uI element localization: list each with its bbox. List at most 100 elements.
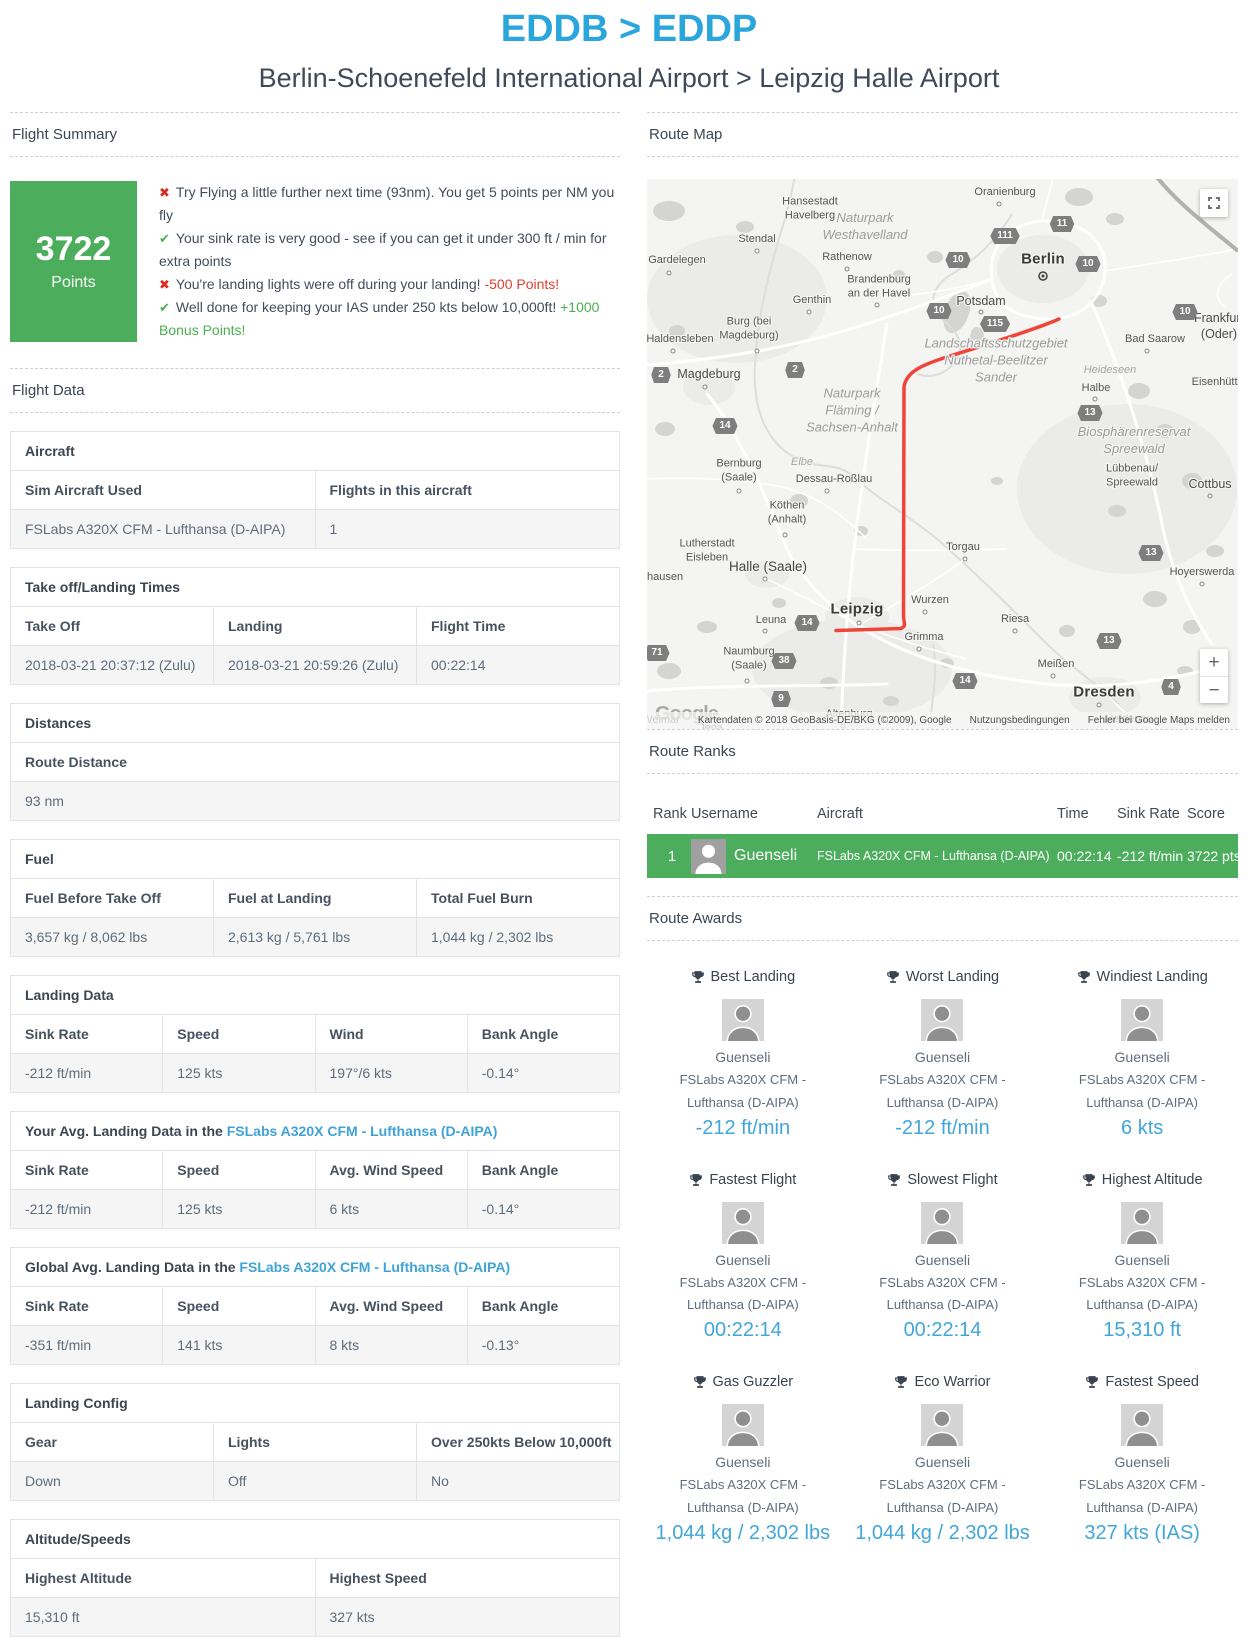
points-label: Points (51, 273, 96, 291)
map-label: Dresden (1073, 683, 1135, 701)
column-header: Landing (213, 606, 417, 646)
map-label: Burg (bei Magdeburg) (719, 315, 779, 342)
cell-value: 6 kts (314, 1189, 468, 1229)
map-city-dot (666, 270, 672, 276)
column-header: Bank Angle (466, 1150, 621, 1190)
trophy-icon (691, 970, 705, 984)
award-slowest-flight: Slowest Flight Guenseli FSLabs A320X CFM -… (847, 1172, 1039, 1343)
map-label: Meißen (1037, 657, 1075, 670)
points-value: 3722 (35, 229, 112, 268)
flight-summary-body: 3722 Points ✖ Try Flying a little further… (10, 181, 620, 342)
flight-summary-section: Flight Summary 3722 Points ✖ Try Flying a… (10, 112, 620, 342)
table-header-row: Gear Lights Over 250kts Below 10,000ft (10, 1422, 620, 1462)
map-city-dot (754, 248, 760, 254)
rank-aircraft: FSLabs A320X CFM - Lufthansa (D-AIPA) (817, 849, 1050, 863)
map-city-dot (1199, 581, 1205, 587)
award-aircraft: FSLabs A320X CFM - Lufthansa (D-AIPA) (679, 1477, 807, 1515)
cell-value: -0.14° (466, 1189, 621, 1229)
map-label: Eisenhüttenst (1191, 375, 1238, 388)
award-title: Gas Guzzler (647, 1374, 839, 1390)
table-caption-cell: Distances (10, 703, 620, 743)
summary-item: ✔ Your sink rate is very good - see if yo… (159, 227, 620, 273)
map-label: Lübbenau/ Spreewald (1106, 462, 1158, 489)
map-city-dot (762, 576, 768, 582)
map-canvas (647, 179, 1238, 729)
left-column: Flight Summary 3722 Points ✖ Try Flying a… (9, 112, 621, 1637)
map-label: Landschaftsschutzgebiet Nuthetal-Beelitz… (924, 335, 1068, 385)
route-awards-grid: Best Landing Guenseli FSLabs A320X CFM - L… (647, 969, 1238, 1545)
trophy-icon (886, 970, 900, 984)
rank-row[interactable]: 1 Guenseli FSLabs A320X CFM - Lufthansa … (647, 834, 1241, 878)
award-aircraft: FSLabs A320X CFM - Lufthansa (D-AIPA) (879, 1477, 1006, 1515)
map-label: Rathenow (822, 250, 872, 263)
cell-value: 197°/6 kts (314, 1053, 468, 1093)
avatar (721, 999, 764, 1043)
cell-value: Down (10, 1461, 214, 1501)
zoom-in-button[interactable]: + (1200, 649, 1228, 676)
aircraft-link[interactable]: FSLabs A320X CFM - Lufthansa (D-AIPA) (239, 1259, 511, 1275)
route-ranks-table: Rank Username Aircraft Time Sink Rate Sc… (647, 794, 1241, 878)
zoom-out-button[interactable]: − (1200, 676, 1228, 703)
aircraft-link[interactable]: FSLabs A320X CFM - Lufthansa (D-AIPA) (226, 1123, 498, 1139)
award-username: Guenseli (914, 1454, 971, 1470)
table-caption-row: Global Avg. Landing Data in the FSLabs A… (10, 1247, 620, 1287)
table-caption-cell: Altitude/Speeds (10, 1519, 620, 1559)
flight-summary-heading: Flight Summary (10, 112, 620, 157)
cell-value: FSLabs A320X CFM - Lufthansa (D-AIPA) (10, 509, 316, 549)
map-city-dot (670, 348, 676, 354)
table-caption-text: Altitude/Speeds (25, 1531, 131, 1547)
map-city-dot (782, 532, 788, 538)
map-label: Genthin (792, 293, 832, 306)
map-label: Heideseen (1083, 363, 1137, 376)
map-label: Haldensleben (647, 332, 714, 345)
award-best-landing: Best Landing Guenseli FSLabs A320X CFM - L… (647, 969, 839, 1140)
column-header: Flight Time (416, 606, 620, 646)
map-label: Oranienburg (974, 185, 1036, 198)
map-label: Elbe (790, 455, 814, 468)
flight-summary-list: ✖ Try Flying a little further next time (… (159, 181, 620, 342)
map-label: Halbe (1081, 381, 1111, 394)
table-fuel: Fuel Fuel Before Take Off Fuel at Landing T… (10, 839, 620, 957)
map-label: Berlin (1021, 250, 1065, 268)
column-header: Wind (314, 1014, 468, 1054)
column-header: Speed (162, 1150, 316, 1190)
award-title: Fastest Speed (1046, 1374, 1238, 1390)
road-shield: 10 (945, 252, 971, 268)
cell-value: 1,044 kg / 2,302 lbs (416, 917, 620, 957)
table-caption-text: Your Avg. Landing Data in the (25, 1123, 227, 1139)
road-shield: 111 (990, 228, 1020, 244)
award-title-text: Worst Landing (905, 969, 1000, 985)
road-shield: 2 (651, 367, 671, 383)
flight-data-heading: Flight Data (10, 368, 620, 413)
award-worst-landing: Worst Landing Guenseli FSLabs A320X CFM - … (847, 969, 1039, 1140)
award-title: Best Landing (647, 969, 839, 985)
avatar (921, 1404, 964, 1448)
column-header: Speed (162, 1014, 316, 1054)
award-value: 15,310 ft (1103, 1319, 1182, 1341)
road-shield: 9 (771, 691, 791, 707)
route-map[interactable]: Oranienburg Hansestadt Havelberg Naturpark… (647, 179, 1238, 729)
award-username: Guenseli (715, 1454, 771, 1470)
cell-value: 141 kts (162, 1325, 316, 1365)
table-caption-text: Fuel (25, 851, 54, 867)
award-title-text: Fastest Flight (709, 1171, 797, 1188)
cell-value: -212 ft/min (9, 1053, 164, 1093)
table-data-row: FSLabs A320X CFM - Lufthansa (D-AIPA) 1 (10, 509, 620, 549)
report-link[interactable]: Fehler bei Google Maps melden (1087, 715, 1230, 726)
terms-link[interactable]: Nutzungsbedingungen (969, 715, 1070, 726)
table-distances: Distances Route Distance 93 nm (10, 703, 620, 821)
cell-value: -0.14° (466, 1053, 621, 1093)
map-label: Lutherstadt Eisleben (679, 537, 735, 564)
cell-value: -351 ft/min (9, 1325, 164, 1365)
map-label: Frankfurt (Oder) (1193, 310, 1238, 341)
award-username: Guenseli (715, 1251, 771, 1268)
map-labels: Oranienburg Hansestadt Havelberg Naturpark… (647, 179, 1238, 729)
award-aircraft: FSLabs A320X CFM - Lufthansa (D-AIPA) (1078, 1072, 1206, 1110)
column-header: Avg. Wind Speed (314, 1150, 468, 1190)
award-title-text: Best Landing (710, 969, 796, 985)
fullscreen-button[interactable] (1200, 189, 1228, 217)
avatar (1121, 999, 1164, 1043)
award-title-text: Windiest Landing (1096, 969, 1208, 985)
cell-value: 2,613 kg / 5,761 lbs (213, 917, 417, 957)
user-avatar-icon (691, 838, 726, 875)
